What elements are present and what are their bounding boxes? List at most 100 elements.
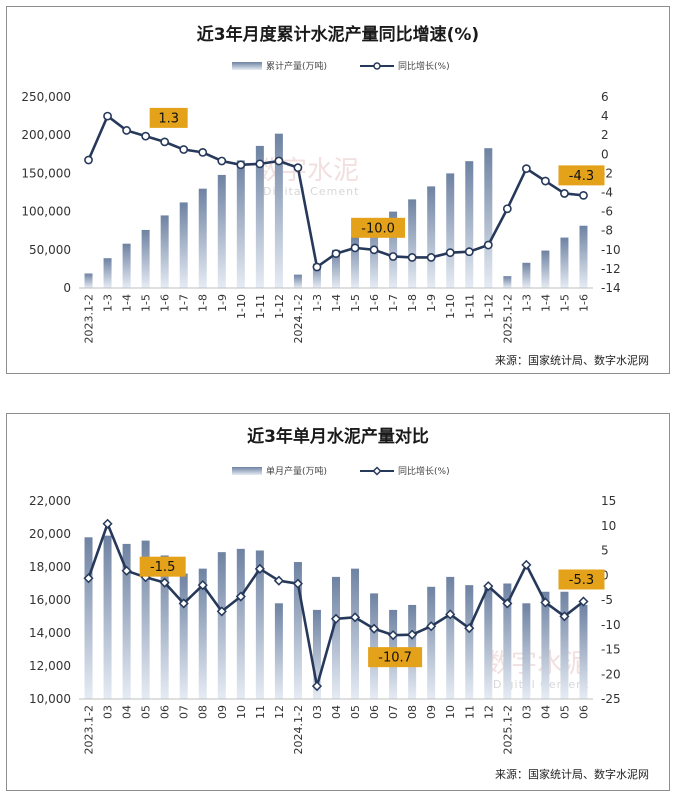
x-tick-label: 1-11 [463,294,476,319]
x-tick-label: 1-7 [387,294,400,312]
growth-point [502,204,512,214]
x-tick-label: 1-12 [482,294,495,319]
x-tick-label: 1-8 [406,294,419,312]
bar [332,576,340,699]
x-tick-label: 06 [577,705,590,719]
x-tick-label: 04 [539,705,552,719]
legend-label-bars: 单月产量(万吨) [266,465,327,477]
bar [103,535,112,699]
y-right-tick-label: -14 [601,281,621,295]
x-tick-label: 07 [178,705,191,719]
bar [465,161,474,288]
y-left-tick-label: 14,000 [29,626,71,640]
x-tick-label: 1-7 [178,294,191,312]
y-right-tick-label: -6 [601,205,613,219]
growth-point [331,249,341,259]
bar [255,550,264,699]
x-tick-label: 1-5 [558,294,571,312]
growth-point [464,247,474,257]
bar [198,188,207,288]
bar [312,609,321,699]
bar [312,263,321,288]
growth-point [464,623,475,634]
x-tick-label: 05 [349,705,362,719]
x-tick-label: 11 [463,705,476,719]
bar [293,562,302,699]
growth-point [198,147,208,157]
bar [236,160,245,288]
legend-line-marker [373,62,381,70]
x-tick-label: 05 [140,705,153,719]
x-tick-label: 2023.1-2 [83,705,96,754]
growth-point [559,611,570,622]
chart-panel-monthly: 近3年单月水泥产量对比 单月产量(万吨) 同比增长(%) 数字水泥 Digital Ce… [6,413,670,791]
y-left-tick-label: 12,000 [29,659,71,673]
x-tick-label: 12 [482,705,495,719]
growth-point [292,578,303,589]
y-right-tick-label: 15 [601,494,616,508]
y-right-tick-label: -20 [601,667,621,681]
legend-bar-swatch [232,62,262,70]
x-tick-label: 06 [368,705,381,719]
y-right-tick-label: 6 [601,90,609,104]
growth-point [121,565,132,576]
x-tick-label: 1-6 [577,294,590,312]
bar [503,276,512,288]
chart-panel-cumulative: 近3年月度累计水泥产量同比增速(%) 累计产量(万吨) 同比增长(%) 数字水泥 Dig… [6,6,670,374]
growth-point [141,131,151,141]
bar [84,273,93,288]
bar [122,243,131,288]
y-right-tick-label: -10 [601,243,621,257]
x-tick-label: 1-6 [368,294,381,312]
bar [84,537,93,699]
bar [446,576,455,699]
growth-point [579,190,588,200]
bar [103,258,112,288]
bar [217,174,226,288]
legend-bar-swatch [232,467,262,475]
growth-point [388,630,399,641]
growth-point [273,575,284,586]
y-left-tick-label: 22,000 [29,494,71,508]
y-left-tick-label: 16,000 [29,593,71,607]
chart-title: 近3年单月水泥产量对比 [247,426,429,447]
growth-point [293,163,303,173]
bar [255,145,264,288]
x-tick-label: 2025.1-2 [501,705,514,754]
data-callout-box [558,569,605,590]
growth-point [311,681,323,692]
x-tick-label: 1-4 [121,294,134,312]
bar [465,585,474,699]
x-tick-label: 10 [235,705,248,719]
growth-point [103,111,112,121]
growth-point [407,253,417,262]
data-callout-box [351,217,406,238]
growth-point [502,598,513,609]
growth-point [235,591,246,602]
x-tick-label: 2024.1-2 [292,705,305,754]
growth-point [483,581,494,592]
y-left-tick-label: 20,000 [29,527,71,541]
growth-point [178,598,189,609]
growth-point [122,126,131,135]
growth-point [388,252,398,261]
x-tick-label: 1-3 [311,294,324,312]
x-tick-label: 03 [311,705,324,719]
growth-point [349,612,361,623]
data-callout-box [368,647,423,668]
y-right-tick-label: -2 [601,166,613,180]
growth-point [483,240,493,250]
growth-point [84,155,93,165]
x-tick-label: 1-5 [349,294,362,312]
bar [122,543,131,699]
x-tick-label: 1-10 [235,294,248,319]
source-note: 来源：国家统计局、数字水泥网 [495,353,649,367]
legend-label-line: 同比增长(%) [398,60,450,72]
bar [370,593,379,699]
bar [541,250,550,288]
growth-point [407,629,418,640]
x-tick-label: 04 [121,705,134,719]
chart-title: 近3年月度累计水泥产量同比增速(%) [197,24,479,45]
y-left-tick-label: 18,000 [29,560,71,574]
y-left-tick-label: 0 [63,281,71,295]
